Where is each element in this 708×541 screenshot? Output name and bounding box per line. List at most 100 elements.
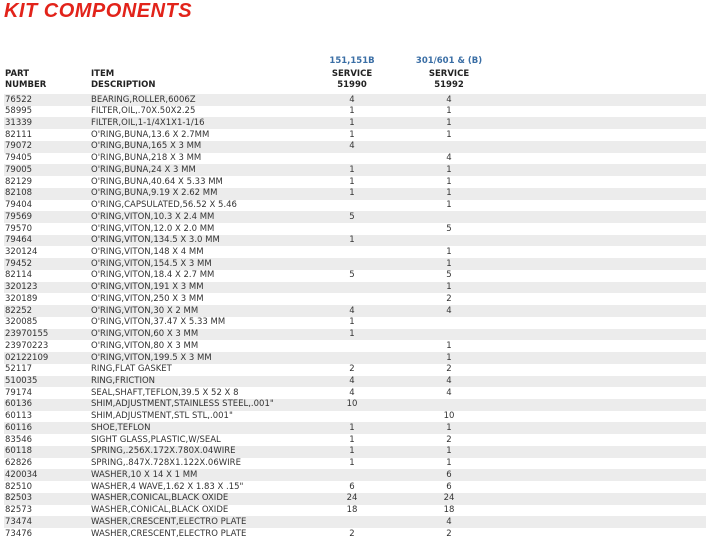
quantity: 1	[446, 282, 452, 293]
table-row	[4, 94, 706, 106]
quantity: 4	[349, 94, 355, 105]
quantity: 1	[349, 176, 355, 187]
description: O'RING,BUNA,40.64 X 5.33 MM	[91, 176, 223, 187]
table-row	[4, 469, 706, 482]
quantity: 1	[349, 434, 355, 445]
description: O'RING,BUNA,24 X 3 MM	[91, 164, 196, 175]
description: O'RING,BUNA,9.19 X 2.62 MM	[91, 188, 218, 199]
description: O'RING,VITON,60 X 3 MM	[91, 329, 199, 340]
quantity: 4	[446, 153, 452, 164]
quantity: 1	[349, 329, 355, 340]
column-group: 151,151B	[329, 56, 375, 66]
quantity: 4	[446, 94, 452, 105]
quantity: 1	[349, 235, 355, 246]
table-row	[4, 223, 706, 235]
description: SHOE,TEFLON	[91, 422, 151, 433]
quantity: 6	[446, 481, 452, 492]
description: RING,FLAT GASKET	[91, 364, 172, 375]
description: SPRING,.256X.172X.780X.04WIRE	[91, 446, 236, 457]
part-number: 420034	[5, 469, 38, 480]
column-header: SERVICE	[428, 69, 470, 79]
quantity: 2	[349, 364, 355, 375]
quantity: 1	[349, 188, 355, 199]
table-row	[4, 352, 706, 364]
quantity: 10	[443, 411, 455, 422]
description: O'RING,VITON,18.4 X 2.7 MM	[91, 270, 215, 281]
quantity: 5	[349, 211, 355, 222]
quantity: 6	[349, 481, 355, 492]
table-row	[4, 375, 706, 388]
table-row	[4, 140, 706, 153]
quantity: 2	[349, 528, 355, 539]
quantity: 18	[443, 505, 455, 516]
part-number: 82114	[5, 270, 33, 281]
description: SHIM,ADJUSTMENT,STL STL,.001"	[91, 411, 233, 422]
table-row	[4, 328, 706, 341]
part-number: 82111	[5, 129, 33, 140]
part-number: 82503	[5, 493, 33, 504]
table-row	[4, 199, 706, 212]
part-number: 79174	[5, 387, 33, 398]
description: FILTER,OIL,.70X.50X2.25	[91, 106, 196, 117]
column-header: NUMBER	[5, 80, 47, 90]
description: WASHER,CRESCENT,ELECTRO PLATE	[91, 516, 247, 527]
quantity: 4	[349, 376, 355, 387]
part-number: 79405	[5, 153, 33, 164]
part-number: 79570	[5, 223, 33, 234]
table-row	[4, 516, 706, 528]
quantity: 1	[446, 258, 452, 269]
quantity: 1	[446, 446, 452, 457]
table-row	[4, 258, 706, 270]
table-row	[4, 234, 706, 247]
quantity: 1	[349, 422, 355, 433]
part-number: 52117	[5, 364, 33, 375]
quantity: 18	[346, 505, 358, 516]
description: WASHER,4 WAVE,1.62 X 1.83 X .15"	[91, 481, 244, 492]
description: O'RING,VITON,80 X 3 MM	[91, 340, 199, 351]
table-row	[4, 246, 706, 259]
quantity: 4	[446, 305, 452, 316]
description: RING,FRICTION	[91, 376, 156, 387]
column-header: DESCRIPTION	[91, 80, 156, 90]
description: SPRING,.847X.728X1.122X.06WIRE	[91, 458, 241, 469]
table-row	[4, 281, 706, 294]
table-row	[4, 152, 706, 165]
description: O'RING,VITON,37.47 X 5.33 MM	[91, 317, 226, 328]
description: WASHER,10 X 14 X 1 MM	[91, 469, 198, 480]
quantity: 10	[346, 399, 358, 410]
quantity: 1	[446, 117, 452, 128]
part-number: 58995	[5, 106, 33, 117]
table-row	[4, 187, 706, 200]
column-header: 51990	[337, 80, 367, 90]
part-number: 83546	[5, 434, 33, 445]
table-row	[4, 528, 706, 540]
part-number: 320123	[5, 282, 38, 293]
quantity: 4	[446, 516, 452, 527]
column-header: 51992	[434, 80, 464, 90]
quantity: 4	[349, 305, 355, 316]
table-row	[4, 481, 706, 493]
description: O'RING,VITON,134.5 X 3.0 MM	[91, 235, 220, 246]
quantity: 5	[349, 270, 355, 281]
column-group: 301/601 & (B)	[415, 56, 483, 66]
description: O'RING,BUNA,165 X 3 MM	[91, 141, 202, 152]
quantity: 1	[446, 422, 452, 433]
part-number: 82108	[5, 188, 33, 199]
quantity: 1	[349, 458, 355, 469]
quantity: 24	[443, 493, 455, 504]
quantity: 1	[446, 164, 452, 175]
description: WASHER,CONICAL,BLACK OXIDE	[91, 505, 229, 516]
quantity: 1	[349, 117, 355, 128]
part-number: 82129	[5, 176, 33, 187]
quantity: 1	[446, 106, 452, 117]
quantity: 1	[349, 446, 355, 457]
table-row	[4, 211, 706, 223]
description: O'RING,VITON,199.5 X 3 MM	[91, 352, 212, 363]
part-number: 73474	[5, 516, 33, 527]
part-number: 510035	[5, 376, 38, 387]
table-row	[4, 293, 706, 306]
quantity: 6	[446, 469, 452, 480]
part-number: 79404	[5, 200, 33, 211]
part-number: 60116	[5, 422, 33, 433]
quantity: 1	[446, 352, 452, 363]
